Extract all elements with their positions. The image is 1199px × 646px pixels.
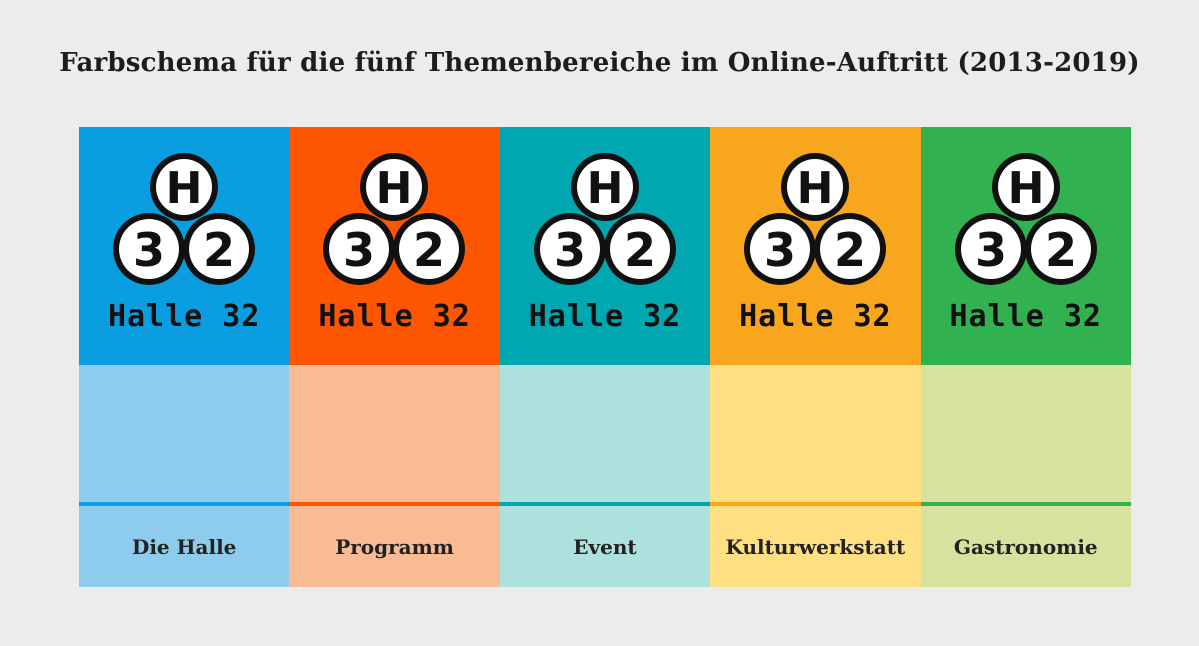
section-label: Die Halle [131,534,237,559]
logo-letter-h: H [1007,163,1044,214]
logo-digit-3: 3 [975,223,1007,277]
halle-32-logo-icon: H 3 2 [744,153,887,285]
logo-cell: H 3 2 Halle 32 [79,127,290,365]
logo-digit-2: 2 [203,223,235,277]
section-label: Programm [335,534,454,559]
light-color-swatch [920,365,1131,502]
halle-32-logo-icon: H 3 2 [533,153,676,285]
logo-digit-2: 2 [413,223,445,277]
color-divider [920,502,1131,506]
logo-digit-3: 3 [133,223,165,277]
label-cell: Gastronomie [920,506,1131,587]
label-cell: Kulturwerkstatt [710,506,921,587]
logo-digit-3: 3 [554,223,586,277]
logo-letter-h: H [797,163,834,214]
logo-digit-3: 3 [343,223,375,277]
logo-digit-2: 2 [1045,223,1077,277]
section-label: Kulturwerkstatt [725,534,906,559]
light-color-swatch [499,365,711,502]
theme-column-gastronomie: H 3 2 Halle 32 Gastronomie [920,127,1131,587]
theme-column-die-halle: H 3 2 Halle 32 Die Halle [79,127,290,587]
halle-32-logo-icon: H 3 2 [323,153,466,285]
color-divider [710,502,921,506]
logo-wordmark: Halle 32 [107,299,261,334]
logo-cell: H 3 2 Halle 32 [289,127,500,365]
color-divider [79,502,290,506]
logo-digit-2: 2 [624,223,656,277]
light-color-swatch [710,365,921,502]
label-cell: Event [499,506,711,587]
logo-cell: H 3 2 Halle 32 [710,127,921,365]
logo-digit-3: 3 [764,223,796,277]
theme-column-programm: H 3 2 Halle 32 Programm [289,127,500,587]
halle-32-logo-icon: H 3 2 [113,153,255,285]
logo-wordmark: Halle 32 [318,299,471,334]
logo-digit-2: 2 [834,223,866,277]
theme-column-kulturwerkstatt: H 3 2 Halle 32 Kulturwerkstatt [710,127,921,587]
logo-cell: H 3 2 Halle 32 [920,127,1131,365]
color-divider [499,502,711,506]
diagram-title: Farbschema für die fünf Themenbereiche i… [59,48,1140,78]
section-label: Event [573,534,637,559]
light-color-swatch [79,365,290,502]
label-cell: Die Halle [79,506,290,587]
section-label: Gastronomie [953,534,1098,559]
logo-letter-h: H [166,163,203,214]
logo-wordmark: Halle 32 [739,299,892,334]
light-color-swatch [289,365,500,502]
logo-letter-h: H [376,163,413,214]
logo-wordmark: Halle 32 [949,299,1102,334]
theme-column-event: H 3 2 Halle 32 Event [499,127,711,587]
label-cell: Programm [289,506,500,587]
halle-32-logo-icon: H 3 2 [954,153,1097,285]
logo-letter-h: H [586,163,623,214]
logo-wordmark: Halle 32 [528,299,682,334]
color-scheme-grid: H 3 2 Halle 32 Die Halle H [79,127,1131,587]
logo-cell: H 3 2 Halle 32 [499,127,711,365]
color-divider [289,502,500,506]
